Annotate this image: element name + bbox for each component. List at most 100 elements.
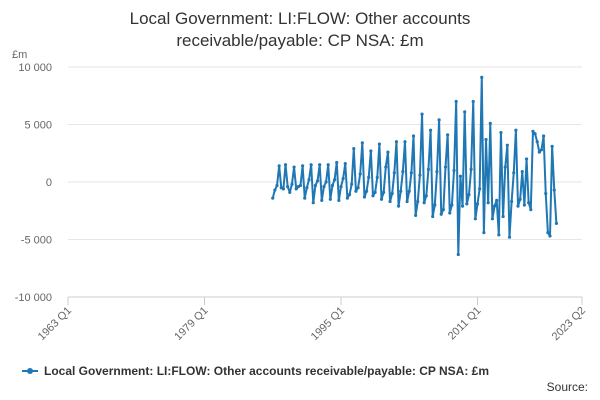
data-point[interactable] — [377, 142, 381, 146]
data-point[interactable] — [350, 182, 354, 186]
data-point[interactable] — [367, 175, 371, 179]
data-point[interactable] — [537, 150, 541, 154]
data-point[interactable] — [463, 110, 467, 114]
data-point[interactable] — [411, 134, 416, 138]
data-point[interactable] — [309, 163, 313, 167]
data-point[interactable] — [407, 189, 411, 193]
data-point[interactable] — [286, 185, 290, 189]
data-point[interactable] — [458, 174, 463, 178]
data-point[interactable] — [475, 202, 480, 206]
data-point[interactable] — [379, 197, 384, 201]
data-point[interactable] — [501, 214, 505, 219]
data-point[interactable] — [273, 188, 277, 192]
data-point[interactable] — [390, 191, 394, 196]
data-point[interactable] — [403, 140, 407, 144]
data-point[interactable] — [330, 183, 335, 188]
data-point[interactable] — [467, 193, 471, 197]
data-point[interactable] — [305, 186, 309, 190]
data-point[interactable] — [405, 199, 409, 204]
data-point[interactable] — [514, 128, 518, 132]
data-point[interactable] — [277, 164, 281, 168]
data-point[interactable] — [522, 203, 527, 207]
data-point[interactable] — [471, 99, 475, 104]
data-point[interactable] — [510, 199, 514, 204]
data-point[interactable] — [386, 150, 390, 154]
data-point[interactable] — [290, 182, 294, 186]
data-point[interactable] — [484, 137, 488, 142]
data-point[interactable] — [497, 233, 501, 237]
data-point[interactable] — [409, 171, 413, 175]
data-point[interactable] — [437, 118, 441, 122]
data-point[interactable] — [335, 160, 339, 165]
data-point[interactable] — [488, 121, 492, 125]
data-point[interactable] — [554, 221, 559, 225]
data-point[interactable] — [382, 190, 386, 194]
legend[interactable]: Local Government: LI:FLOW: Other account… — [22, 364, 489, 378]
data-point[interactable] — [512, 171, 516, 175]
data-point[interactable] — [384, 165, 388, 169]
data-point[interactable] — [495, 198, 499, 202]
data-point[interactable] — [418, 173, 422, 177]
data-point[interactable] — [473, 217, 477, 221]
data-point[interactable] — [358, 172, 362, 176]
data-point[interactable] — [373, 190, 377, 194]
data-point[interactable] — [469, 167, 473, 171]
data-point[interactable] — [539, 148, 544, 152]
data-point[interactable] — [533, 132, 537, 136]
data-point[interactable] — [456, 252, 460, 257]
data-point[interactable] — [524, 157, 529, 161]
data-point[interactable] — [505, 143, 509, 147]
data-point[interactable] — [446, 133, 450, 137]
data-point[interactable] — [542, 134, 546, 138]
data-point[interactable] — [339, 185, 343, 189]
data-point[interactable] — [422, 201, 426, 205]
data-point[interactable] — [452, 168, 456, 173]
data-point[interactable] — [375, 175, 379, 179]
data-point[interactable] — [333, 178, 337, 182]
data-point[interactable] — [343, 162, 347, 166]
data-point[interactable] — [535, 140, 539, 144]
data-point[interactable] — [337, 198, 341, 202]
data-point[interactable] — [482, 231, 486, 235]
data-point[interactable] — [516, 204, 520, 208]
data-point[interactable] — [303, 196, 307, 200]
data-point[interactable] — [388, 199, 392, 204]
data-point[interactable] — [315, 179, 320, 183]
data-point[interactable] — [443, 165, 448, 169]
data-point[interactable] — [298, 183, 303, 188]
data-point[interactable] — [486, 201, 490, 205]
data-point[interactable] — [416, 199, 420, 204]
data-point[interactable] — [550, 144, 554, 148]
data-point[interactable] — [275, 183, 279, 188]
data-point[interactable] — [478, 187, 482, 191]
data-point[interactable] — [328, 197, 332, 201]
data-point[interactable] — [460, 204, 465, 208]
data-point[interactable] — [322, 185, 326, 189]
data-point[interactable] — [529, 208, 533, 212]
data-point[interactable] — [360, 141, 364, 145]
data-point[interactable] — [507, 235, 512, 239]
data-point[interactable] — [345, 196, 349, 200]
data-point[interactable] — [492, 204, 497, 208]
data-point[interactable] — [288, 190, 292, 194]
data-point[interactable] — [544, 191, 548, 196]
data-point[interactable] — [548, 234, 552, 238]
data-point[interactable] — [465, 202, 469, 206]
data-point[interactable] — [392, 171, 396, 175]
data-point[interactable] — [499, 130, 503, 135]
data-point[interactable] — [414, 213, 418, 217]
data-point[interactable] — [313, 183, 317, 188]
data-point[interactable] — [448, 211, 452, 215]
data-point[interactable] — [283, 163, 288, 167]
data-point[interactable] — [352, 147, 356, 151]
data-point[interactable] — [318, 163, 322, 167]
data-point[interactable] — [271, 196, 275, 200]
data-point[interactable] — [307, 178, 311, 182]
data-point[interactable] — [433, 203, 437, 207]
data-point[interactable] — [450, 203, 454, 207]
data-point[interactable] — [520, 170, 524, 174]
data-point[interactable] — [441, 208, 445, 212]
data-point[interactable] — [326, 163, 330, 167]
data-point[interactable] — [431, 214, 435, 219]
data-point[interactable] — [362, 195, 367, 199]
